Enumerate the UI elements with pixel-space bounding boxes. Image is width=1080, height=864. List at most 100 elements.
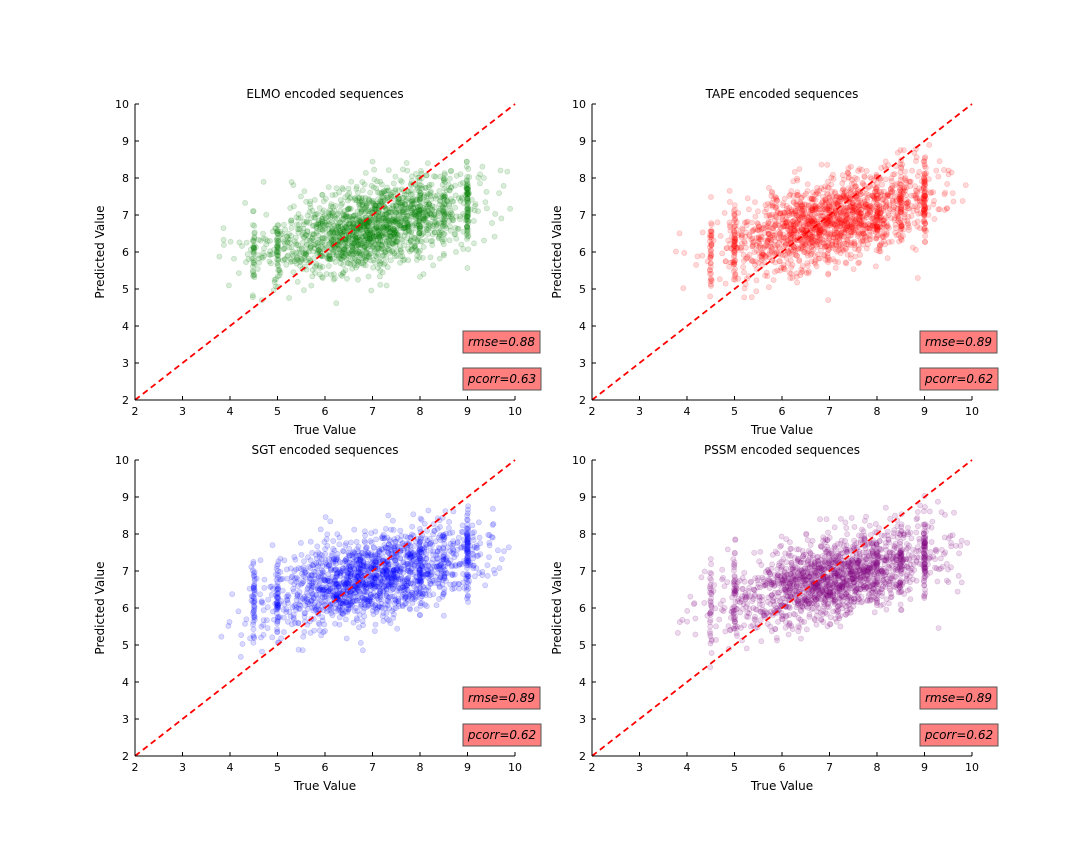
- scatter-point: [357, 252, 364, 259]
- scatter-point: [376, 262, 383, 268]
- scatter-point: [216, 253, 223, 260]
- scatter-point: [464, 506, 471, 513]
- scatter-point: [312, 579, 319, 586]
- scatter-point: [404, 196, 410, 203]
- scatter-point: [465, 188, 471, 195]
- scatter-point: [385, 512, 392, 519]
- scatter-point: [406, 221, 413, 228]
- scatter-point: [857, 191, 864, 198]
- scatter-point: [417, 167, 424, 174]
- scatter-point: [387, 193, 394, 200]
- scatter-point: [377, 238, 384, 245]
- scatter-point: [832, 190, 838, 197]
- scatter-point: [383, 206, 390, 213]
- scatter-point: [369, 224, 376, 230]
- scatter-point: [382, 525, 389, 532]
- scatter-point: [459, 195, 466, 202]
- scatter-point: [257, 557, 264, 564]
- scatter-point: [307, 243, 314, 250]
- scatter-point: [336, 246, 342, 252]
- scatter-point: [260, 254, 266, 261]
- scatter-point: [359, 179, 366, 185]
- scatter-point: [312, 241, 319, 248]
- points: [218, 503, 512, 660]
- scatter-point: [344, 206, 351, 212]
- scatter-point: [356, 201, 362, 208]
- scatter-point: [430, 262, 436, 269]
- scatter-point: [347, 261, 354, 267]
- scatter-point: [397, 527, 404, 534]
- scatter-point: [825, 297, 832, 303]
- scatter-point: [410, 209, 417, 216]
- scatter-point: [873, 235, 879, 242]
- scatter-point: [813, 263, 820, 270]
- scatter-point: [726, 187, 733, 194]
- scatter-point: [337, 219, 343, 226]
- scatter-point: [423, 226, 430, 233]
- scatter-point: [280, 221, 287, 228]
- scatter-point: [310, 231, 317, 238]
- scatter-point: [370, 236, 377, 243]
- scatter-point: [707, 293, 713, 300]
- scatter-point: [357, 250, 364, 256]
- scatter-point: [707, 234, 714, 241]
- scatter-point: [417, 203, 424, 210]
- scatter-point: [921, 193, 928, 200]
- scatter-point: [359, 618, 366, 624]
- scatter-point: [898, 222, 905, 229]
- scatter-point: [463, 216, 470, 223]
- scatter-point: [383, 222, 390, 228]
- scatter-point: [441, 209, 447, 216]
- scatter-point: [477, 551, 484, 558]
- scatter-point: [342, 239, 349, 246]
- scatter-point: [379, 198, 386, 205]
- scatter-point: [421, 215, 428, 222]
- scatter-point: [291, 581, 298, 587]
- scatter-point: [717, 232, 724, 239]
- scatter-point: [250, 639, 257, 646]
- scatter-point: [243, 616, 250, 623]
- scatter-point: [732, 235, 738, 242]
- points: [216, 158, 513, 307]
- scatter-point: [251, 247, 258, 254]
- scatter-point: [311, 255, 317, 262]
- scatter-point: [312, 269, 318, 276]
- y-tick-label: 10: [572, 98, 586, 111]
- scatter-point: [452, 204, 458, 211]
- scatter-point: [390, 227, 397, 234]
- scatter-point: [432, 193, 439, 200]
- scatter-point: [250, 269, 257, 276]
- scatter-point: [326, 240, 333, 247]
- scatter-point: [310, 248, 316, 255]
- scatter-point: [345, 206, 352, 212]
- x-tick-label: 7: [369, 405, 376, 418]
- scatter-point: [392, 234, 399, 240]
- scatter-point: [316, 223, 323, 230]
- scatter-point: [383, 282, 390, 289]
- scatter-point: [931, 216, 938, 222]
- scatter-point: [385, 236, 392, 243]
- scatter-point: [898, 165, 904, 172]
- scatter-point: [807, 252, 814, 258]
- scatter-point: [353, 185, 360, 192]
- scatter-point: [723, 245, 730, 252]
- scatter-point: [341, 246, 348, 253]
- scatter-point: [300, 225, 307, 232]
- scatter-point: [425, 563, 432, 570]
- scatter-point: [803, 216, 810, 223]
- scatter-point: [422, 216, 428, 223]
- scatter-point: [410, 511, 417, 518]
- scatter-point: [418, 182, 425, 189]
- scatter-point: [251, 234, 258, 240]
- y-tick-label: 6: [122, 246, 129, 259]
- scatter-point: [349, 221, 356, 228]
- scatter-point: [446, 175, 453, 182]
- scatter-point: [274, 228, 281, 234]
- scatter-point: [255, 255, 262, 262]
- scatter-point: [396, 207, 403, 214]
- scatter-point: [290, 248, 296, 255]
- scatter-point: [410, 205, 417, 212]
- scatter-point: [804, 237, 810, 243]
- scatter-point: [936, 158, 943, 165]
- scatter-point: [796, 166, 803, 172]
